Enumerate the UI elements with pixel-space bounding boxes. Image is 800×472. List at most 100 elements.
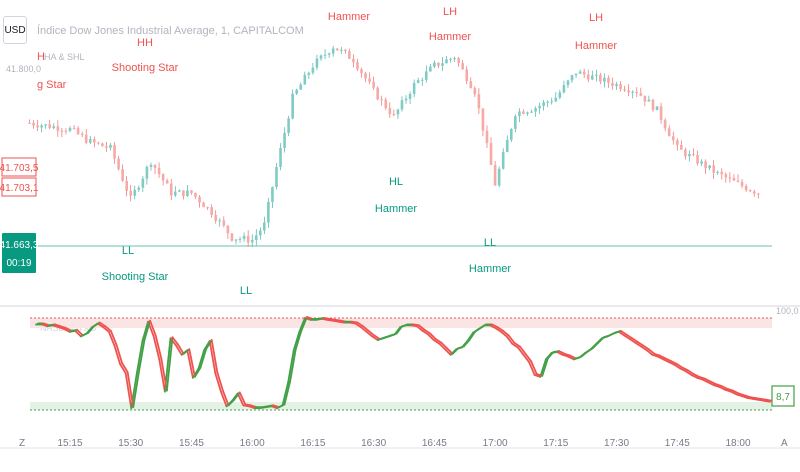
candle-body [655,106,659,111]
oscillator-segment [373,334,381,340]
oscillator-segment [726,387,734,392]
candle-body [315,58,319,68]
oscillator-segment [479,323,488,329]
oscillator-segment [561,353,570,358]
oscillator-segment [675,363,684,369]
oscillator-segment [395,325,404,335]
oscillator-segment [320,318,329,321]
candle-body [566,80,570,86]
scroll-left-button[interactable]: Z [19,438,25,449]
candle-body [40,125,43,128]
candle-body [671,136,675,141]
oscillator-segment [634,341,643,348]
oscillator-segment [731,389,740,395]
candle-body [380,99,384,101]
candles [28,45,760,247]
candle-body [522,111,525,114]
price-tag-label-1: 41.703,5 [0,163,39,174]
oscillator-segment [757,398,766,402]
oscillator-segment [468,330,476,341]
scroll-right-button[interactable]: A [781,438,788,449]
currency-button[interactable]: USD [3,16,27,44]
indicator-name: HA & SHL [44,52,85,62]
candle-body [639,93,643,96]
candle-body [384,99,388,109]
oscillator-segment [432,339,441,345]
candle-body [238,238,242,240]
oscillator-segment [283,380,292,406]
candle-body [461,63,465,70]
time-tick: 17:30 [604,438,629,449]
candle-body [161,174,165,181]
oscillator-segment [76,328,84,337]
pattern-annotation: Hammer [429,31,472,43]
pattern-annotation: LH [443,6,457,18]
pattern-annotation: Hammer [469,263,512,275]
oscillator-segment [53,323,62,328]
oscillator-segment [748,396,757,399]
oscillator-segment [507,334,516,344]
oscillator-segment [152,335,161,361]
price-tag-2: 41.703,1 [0,177,39,197]
candle-body [420,79,424,81]
oscillator-segment [563,352,572,357]
oscillator-segment [412,323,420,327]
candle-body [178,190,181,192]
price-tag-1: 41.703,5 [0,157,39,177]
candle-body [518,111,521,117]
candle-body [590,75,594,80]
candle-body [186,190,189,197]
candle-body [704,161,707,169]
oscillator-segment [741,395,749,399]
oscillator-segment [348,321,357,325]
oscillator-segment [690,374,699,379]
candle-body [627,90,630,93]
candle-body [194,192,197,197]
candle-body [493,164,497,186]
oscillator-segment [334,318,342,322]
candle-body [141,178,145,188]
oscillator-segment [429,332,437,340]
oscillator-segment [659,354,667,360]
oscillator-segment [619,329,628,336]
oscillator-segment [541,357,549,377]
oscillator-segment [281,381,290,407]
oscillator-segment [763,399,771,403]
candle-body [327,53,331,55]
oscillator-segment [270,405,278,410]
candle-body [530,111,533,113]
oscillator-segment [631,337,639,343]
candle-body [453,58,456,60]
oscillator-segment [143,319,151,341]
oscillator-segment [337,320,346,324]
oscillator-segment [427,333,435,341]
oscillator-segment [57,326,65,330]
candle-body [92,139,96,143]
oscillator-segment [556,351,564,356]
oscillator-segment [401,323,409,328]
oscillator-segment [718,386,727,391]
candle-body [121,169,124,181]
time-tick: 16:15 [300,438,325,449]
oscillator-segment [530,360,538,375]
oscillator-segment [709,380,717,386]
oscillator-segment [266,404,275,408]
time-tick: 15:45 [179,438,204,449]
candle-body [254,235,258,241]
time-tick: 15:15 [57,438,82,449]
oscillator-segment [466,331,474,342]
candle-body [335,48,339,51]
oscillator-segment [759,397,768,401]
oscillator-segment [505,335,514,345]
oscillator-segment [645,349,654,356]
candle-body [323,54,327,56]
candle-body [724,174,728,178]
candle-body [501,152,505,169]
oscillator-segment [81,331,90,337]
oscillator-segment [317,317,325,320]
candle-body [667,128,671,137]
current-price-tag: 41.663,3 00:19 [0,233,39,273]
candle-body [113,144,116,159]
oscillator-segment [362,325,370,332]
time-tick: 16:30 [361,438,386,449]
